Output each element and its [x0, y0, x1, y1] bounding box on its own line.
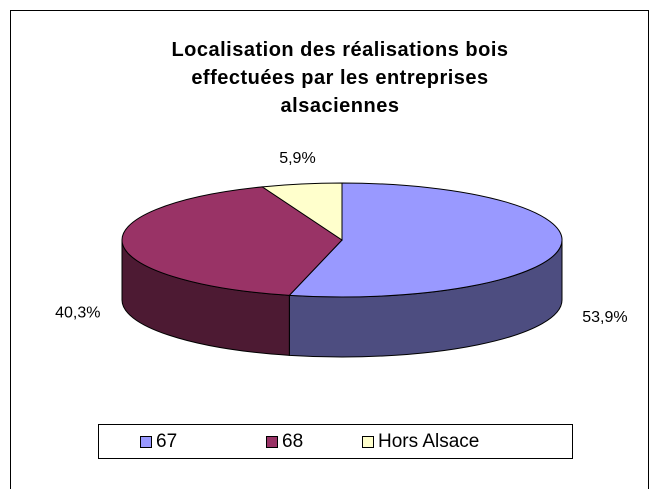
chart-title: Localisation des réalisations bois effec… — [171, 39, 509, 117]
slice — [121, 186, 343, 296]
legend-swatch — [362, 436, 374, 448]
data-label: 5,9% — [279, 150, 315, 167]
legend-swatch — [266, 436, 278, 448]
legend-label: 67 — [156, 431, 177, 452]
legend-swatch — [140, 436, 152, 448]
data-label: 40,3% — [55, 305, 100, 322]
legend-label: Hors Alsace — [378, 431, 479, 452]
data-label: 53,9% — [582, 309, 627, 326]
legend-label: 68 — [282, 431, 303, 452]
slice — [260, 182, 343, 241]
legend-box — [98, 424, 573, 459]
slice — [288, 182, 563, 298]
